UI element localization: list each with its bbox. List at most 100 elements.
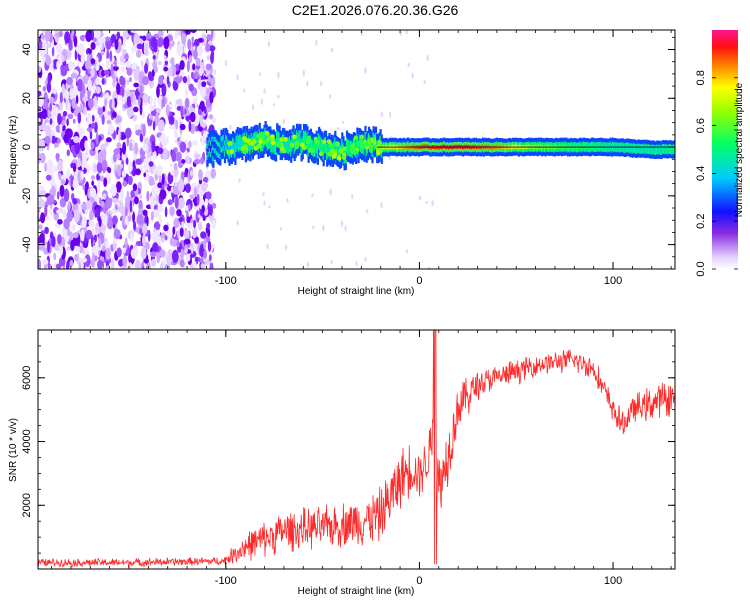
noise-blob xyxy=(90,42,96,50)
noise-blob xyxy=(139,194,143,200)
signal-column xyxy=(503,145,506,150)
signal-blob xyxy=(262,140,267,145)
signal-column xyxy=(305,135,308,142)
noise-blob xyxy=(78,127,85,138)
noise-blob xyxy=(77,78,83,89)
noise-blob xyxy=(210,168,216,179)
noise-blob xyxy=(277,71,280,79)
snr-xtick-label: 0 xyxy=(416,575,422,587)
noise-blob xyxy=(407,62,410,68)
noise-blob xyxy=(38,224,43,230)
figure-title: C2E1.2026.076.20.36.G26 xyxy=(291,2,459,18)
noise-blob xyxy=(60,179,66,185)
noise-blob xyxy=(154,221,161,231)
noise-blob xyxy=(68,136,72,146)
noise-blob xyxy=(133,196,139,205)
noise-blob xyxy=(181,32,187,45)
noise-blob xyxy=(122,255,128,267)
noise-blob xyxy=(319,80,323,87)
noise-blob xyxy=(148,180,156,186)
noise-blob xyxy=(67,113,74,120)
noise-blob xyxy=(194,236,200,244)
noise-blob xyxy=(175,63,180,72)
noise-blob xyxy=(110,258,115,269)
spectrogram-frame xyxy=(37,29,676,270)
noise-blob xyxy=(188,54,192,64)
noise-blob xyxy=(51,135,57,144)
noise-blob xyxy=(158,214,163,225)
signal-blob xyxy=(334,141,340,147)
noise-blob xyxy=(277,95,280,99)
signal-column xyxy=(226,141,229,148)
noise-blob xyxy=(109,50,113,62)
noise-blob xyxy=(43,91,48,103)
noise-blob xyxy=(103,214,108,226)
noise-blob xyxy=(236,74,239,81)
noise-blob xyxy=(252,104,255,111)
noise-blob xyxy=(46,159,54,173)
spectrogram-xtick-label: -100 xyxy=(215,275,237,287)
snr-xtick-label: 100 xyxy=(604,575,622,587)
noise-blob xyxy=(188,120,192,132)
noise-blob xyxy=(179,141,187,153)
noise-blob xyxy=(115,115,123,124)
signal-column xyxy=(219,147,222,155)
noise-blob xyxy=(113,153,117,163)
signal-column xyxy=(277,136,280,143)
noise-blob xyxy=(73,209,80,223)
signal-blob xyxy=(250,140,255,146)
noise-blob xyxy=(87,78,92,92)
noise-blob xyxy=(75,95,79,104)
noise-blob xyxy=(184,108,187,115)
noise-blob xyxy=(105,58,111,70)
signal-column xyxy=(395,145,398,150)
signal-column xyxy=(489,145,493,150)
noise-blob xyxy=(154,229,161,237)
signal-column xyxy=(643,146,646,151)
noise-blob xyxy=(157,182,163,189)
noise-blob xyxy=(66,118,69,126)
noise-blob xyxy=(179,132,183,142)
noise-blob xyxy=(46,81,52,93)
noise-blob xyxy=(120,216,123,221)
signal-column xyxy=(658,147,661,152)
noise-blob xyxy=(167,199,173,206)
signal-column xyxy=(249,143,252,150)
snr-frame xyxy=(37,329,676,570)
signal-blob xyxy=(368,147,374,153)
signal-column xyxy=(673,147,675,151)
noise-blob xyxy=(136,49,142,58)
noise-blob xyxy=(209,91,214,104)
signal-column xyxy=(216,146,220,153)
noise-blob xyxy=(258,72,261,77)
signal-column xyxy=(644,147,647,152)
noise-blob xyxy=(157,60,162,66)
colorbar-tick-label: 0.4 xyxy=(695,166,707,181)
noise-blob xyxy=(80,229,85,242)
noise-blob xyxy=(88,220,92,226)
signal-column xyxy=(295,135,299,142)
noise-blob xyxy=(418,195,422,201)
spectrogram-panel: -100 0 100 -40 -20 0 20 40 Height of straight l… xyxy=(8,29,676,297)
signal-blob xyxy=(326,139,332,145)
noise-blob xyxy=(238,178,241,183)
colorbar-tick-label: 0.2 xyxy=(695,214,707,229)
signal-blob xyxy=(292,134,297,140)
signal-column xyxy=(588,145,591,150)
noise-blob xyxy=(157,119,165,132)
signal-column xyxy=(225,139,228,146)
signal-column xyxy=(537,144,540,149)
noise-blob xyxy=(163,224,169,232)
noise-blob xyxy=(153,42,158,53)
noise-blob xyxy=(156,252,161,264)
signal-column xyxy=(209,145,213,153)
signal-column xyxy=(285,141,288,149)
noise-blob xyxy=(110,184,117,197)
noise-blob xyxy=(141,60,144,67)
noise-blob xyxy=(315,39,318,47)
noise-blob xyxy=(267,40,271,47)
signal-column xyxy=(518,144,522,149)
noise-blob xyxy=(125,127,132,139)
noise-blob xyxy=(188,203,191,210)
noise-blob xyxy=(151,185,157,199)
